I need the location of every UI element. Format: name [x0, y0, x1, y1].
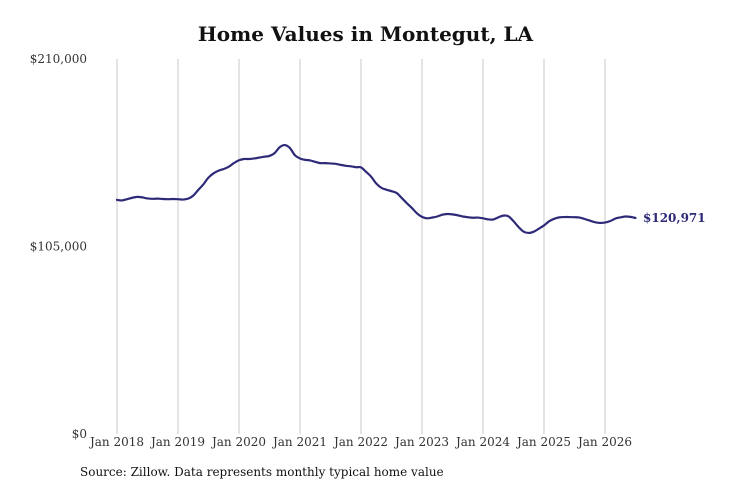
x-tick-label: Jan 2019: [149, 435, 205, 449]
y-axis-ticks: $0 $105,000 $210,000: [30, 52, 87, 441]
gridlines: [116, 59, 606, 434]
x-axis-ticks: Jan 2018 Jan 2019 Jan 2020 Jan 2021 Jan 2022…: [88, 435, 632, 449]
x-tick-label: Jan 2021: [271, 435, 327, 449]
x-tick-label: Jan 2023: [393, 435, 449, 449]
series-end-label: $120,971: [643, 211, 706, 225]
x-tick-label: Jan 2025: [515, 435, 571, 449]
series-line: [115, 143, 637, 235]
chart-title: Home Values in Montegut, LA: [197, 22, 534, 46]
x-tick-label: Jan 2026: [576, 435, 632, 449]
y-tick-label: $0: [72, 427, 87, 441]
source-note: Source: Zillow. Data represents monthly …: [80, 465, 444, 479]
series-layer: $120,971: [115, 143, 706, 235]
x-tick-label: Jan 2018: [88, 435, 144, 449]
x-tick-label: Jan 2022: [332, 435, 388, 449]
y-tick-label: $210,000: [30, 52, 87, 66]
x-tick-label: Jan 2020: [210, 435, 266, 449]
y-tick-label: $105,000: [30, 240, 87, 254]
x-tick-label: Jan 2024: [454, 435, 510, 449]
